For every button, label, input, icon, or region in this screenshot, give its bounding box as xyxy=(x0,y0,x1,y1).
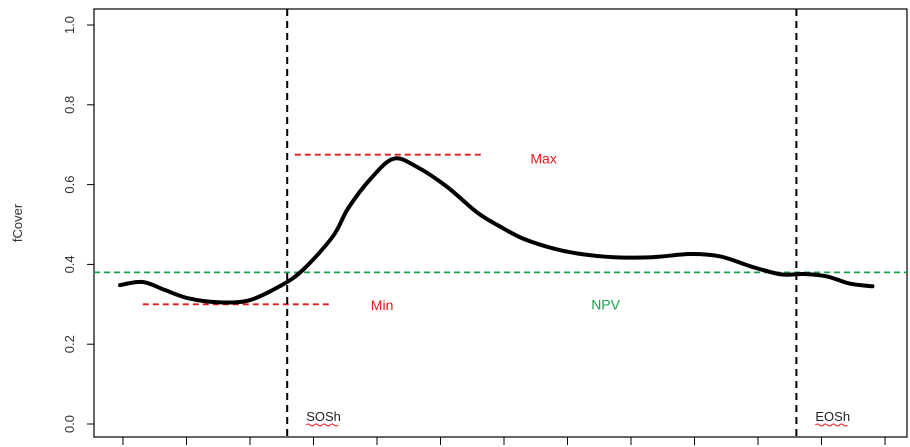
y-tick-label: 0.2 xyxy=(62,335,77,353)
fcover-series-line xyxy=(118,156,875,305)
spell-underline xyxy=(305,423,339,427)
eosh-label: EOSh xyxy=(815,409,850,424)
max-label: Max xyxy=(530,151,556,167)
y-tick-label: 1.0 xyxy=(62,16,77,34)
sosh-label: SOSh xyxy=(306,409,341,424)
spell-underline xyxy=(815,423,848,427)
min-label: Min xyxy=(371,297,394,313)
plot-frame xyxy=(93,8,908,438)
y-tick-label: 0.8 xyxy=(62,96,77,114)
npv-label: NPV xyxy=(591,296,620,312)
y-tick-label: 0.6 xyxy=(62,176,77,194)
y-axis-label: fCover xyxy=(10,203,25,242)
y-tick-label: 0.0 xyxy=(62,415,77,433)
y-tick-label: 0.4 xyxy=(62,255,77,273)
